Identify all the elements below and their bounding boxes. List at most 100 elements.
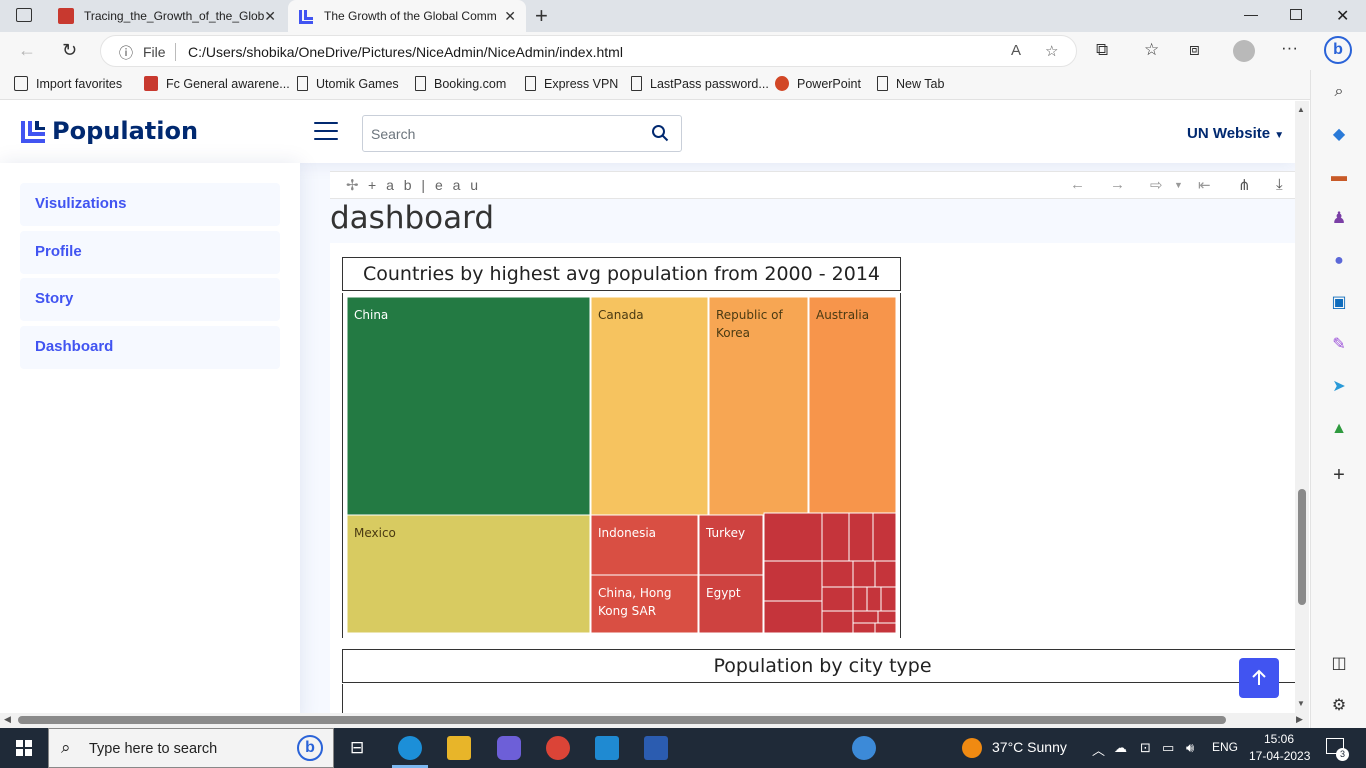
info-icon[interactable]: ⓘ: [119, 45, 133, 61]
favorite-item[interactable]: LastPass password...: [631, 76, 769, 91]
favorite-item[interactable]: New Tab: [877, 76, 944, 91]
tree-icon[interactable]: ▲: [1331, 420, 1347, 437]
file-explorer-icon[interactable]: [447, 736, 471, 760]
treemap-cell[interactable]: [852, 560, 876, 588]
scroll-right-icon[interactable]: ▶: [1296, 714, 1303, 724]
favorites-icon[interactable]: ☆: [1144, 40, 1160, 59]
share-icon[interactable]: ⋔: [1238, 177, 1251, 194]
battery-icon[interactable]: ▭: [1162, 740, 1175, 755]
close-icon[interactable]: ✕: [504, 8, 516, 24]
treemap-cell[interactable]: [874, 622, 897, 634]
clock-time[interactable]: 15:06: [1264, 732, 1295, 746]
treemap-cell-canada[interactable]: [590, 296, 709, 516]
treemap-cell-china[interactable]: [346, 296, 591, 516]
collections-icon[interactable]: ⧈: [1189, 40, 1200, 59]
windows-start-icon[interactable]: [16, 740, 32, 756]
sidebar-item-visualizations[interactable]: Visulizations: [20, 183, 280, 226]
close-window-icon[interactable]: ✕: [1336, 8, 1350, 25]
refresh-icon[interactable]: ↻: [62, 40, 78, 60]
extensions-icon[interactable]: ⧉: [1096, 40, 1109, 59]
treemap-cell-turkey[interactable]: [698, 514, 764, 576]
language-indicator[interactable]: ENG: [1212, 740, 1239, 754]
redo-icon[interactable]: →: [1110, 176, 1125, 193]
treemap-cell-republic-of-korea[interactable]: [708, 296, 809, 516]
speaker-icon[interactable]: 🔊︎: [1186, 740, 1195, 755]
treemap-cell[interactable]: [821, 586, 854, 612]
treemap-cell[interactable]: [852, 610, 879, 624]
taskbar-search-input[interactable]: ⌕ Type here to search b: [48, 728, 334, 768]
back-icon[interactable]: ←: [18, 40, 36, 60]
reset-icon[interactable]: ⇤: [1198, 177, 1211, 194]
shopping-icon[interactable]: ◆: [1332, 126, 1346, 143]
sidebar-item-dashboard[interactable]: Dashboard: [20, 326, 280, 369]
settings-icon[interactable]: ⚙: [1331, 697, 1347, 714]
treemap-cell[interactable]: [763, 512, 823, 562]
profile-avatar[interactable]: [1233, 40, 1255, 62]
tools-icon[interactable]: ▬: [1331, 168, 1347, 185]
favorite-item[interactable]: Fc General awarene...: [144, 76, 290, 91]
help-app-icon[interactable]: [852, 736, 876, 760]
add-favorite-icon[interactable]: ☆: [1045, 43, 1059, 60]
word-app-icon[interactable]: [644, 736, 668, 760]
read-aloud-icon[interactable]: A: [1011, 42, 1022, 59]
treemap-cell[interactable]: [866, 586, 882, 612]
notifications-icon[interactable]: [1326, 738, 1344, 754]
chrome-app-icon[interactable]: [546, 736, 570, 760]
sidebar-item-profile[interactable]: Profile: [20, 231, 280, 274]
brand-logo[interactable]: Population: [20, 117, 198, 145]
outlook-icon[interactable]: ▣: [1331, 294, 1347, 311]
treemap-cell[interactable]: [848, 512, 874, 562]
treemap-cell-indonesia[interactable]: [590, 514, 699, 576]
bing-icon[interactable]: b: [1324, 36, 1352, 64]
url-text[interactable]: C:/Users/shobika/OneDrive/Pictures/NiceA…: [188, 44, 623, 60]
more-icon[interactable]: ···: [1281, 38, 1298, 57]
edge-app-icon[interactable]: [398, 736, 422, 760]
sidebar-toggle-icon[interactable]: ◫: [1331, 655, 1347, 672]
treemap-cell[interactable]: [821, 610, 854, 634]
close-icon[interactable]: ✕: [264, 8, 276, 24]
address-input[interactable]: ⓘ File C:/Users/shobika/OneDrive/Picture…: [100, 35, 1077, 67]
download-icon[interactable]: ⤓: [1276, 176, 1283, 193]
task-view-icon[interactable]: ⊟: [350, 738, 365, 757]
favorite-item[interactable]: PowerPoint: [775, 76, 861, 91]
treemap-cell[interactable]: [821, 560, 854, 588]
chevron-up-icon[interactable]: ︿: [1092, 743, 1106, 758]
clock-date[interactable]: 17-04-2023: [1249, 749, 1311, 763]
minimize-icon[interactable]: —: [1244, 6, 1258, 22]
vertical-scrollbar[interactable]: ▲ ▼: [1295, 101, 1309, 713]
network-icon[interactable]: ⊡: [1140, 740, 1151, 755]
favorite-item[interactable]: Express VPN: [525, 76, 618, 91]
menu-toggle-icon[interactable]: [314, 122, 338, 142]
add-icon[interactable]: +: [1333, 464, 1345, 486]
copilot-app-icon[interactable]: [497, 736, 521, 760]
new-tab-icon[interactable]: +: [535, 3, 548, 28]
tab-actions-icon[interactable]: [16, 8, 32, 22]
favorite-item[interactable]: Utomik Games: [297, 76, 399, 91]
search-input[interactable]: Search: [362, 115, 682, 152]
treemap-cell-china-hong-kong-sar[interactable]: [590, 574, 699, 634]
browser-tab-active[interactable]: The Growth of the Global Comm ✕: [288, 0, 526, 32]
back-to-top-button[interactable]: [1239, 658, 1279, 698]
designer-icon[interactable]: ✎: [1332, 336, 1346, 353]
browser-tab-pdf[interactable]: Tracing_the_Growth_of_the_Glob ✕: [48, 0, 286, 32]
treemap-cell-australia[interactable]: [808, 296, 897, 516]
treemap-cell[interactable]: [852, 586, 868, 612]
revert-icon[interactable]: ⇨: [1150, 177, 1163, 194]
search-icon[interactable]: [651, 124, 669, 142]
bing-icon[interactable]: b: [297, 735, 323, 761]
un-website-dropdown[interactable]: UN Website ▼: [1187, 125, 1284, 142]
favorite-import[interactable]: Import favorites: [14, 76, 122, 91]
treemap-cell[interactable]: [763, 560, 823, 602]
weather-text[interactable]: 37°C Sunny: [992, 739, 1067, 755]
scroll-left-icon[interactable]: ◀: [4, 714, 11, 724]
treemap-cell[interactable]: [877, 610, 897, 624]
treemap-cell-egypt[interactable]: [698, 574, 764, 634]
treemap-cell[interactable]: [874, 560, 897, 588]
treemap-cell[interactable]: [872, 512, 897, 562]
treemap-cell[interactable]: [763, 600, 823, 634]
sidebar-item-story[interactable]: Story: [20, 278, 280, 321]
horizontal-scrollbar[interactable]: ◀ ▶: [0, 713, 1309, 728]
favorite-item[interactable]: Booking.com: [415, 76, 506, 91]
undo-icon[interactable]: ←: [1070, 176, 1085, 193]
scroll-thumb[interactable]: [18, 716, 1226, 724]
